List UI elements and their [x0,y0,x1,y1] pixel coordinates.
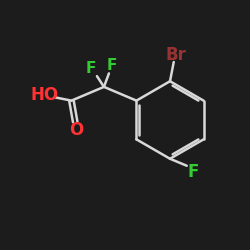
Text: F: F [188,163,199,181]
Text: F: F [106,58,117,72]
Text: F: F [86,61,96,76]
Text: Br: Br [165,46,186,64]
Text: HO: HO [31,86,59,104]
Text: O: O [69,121,84,139]
